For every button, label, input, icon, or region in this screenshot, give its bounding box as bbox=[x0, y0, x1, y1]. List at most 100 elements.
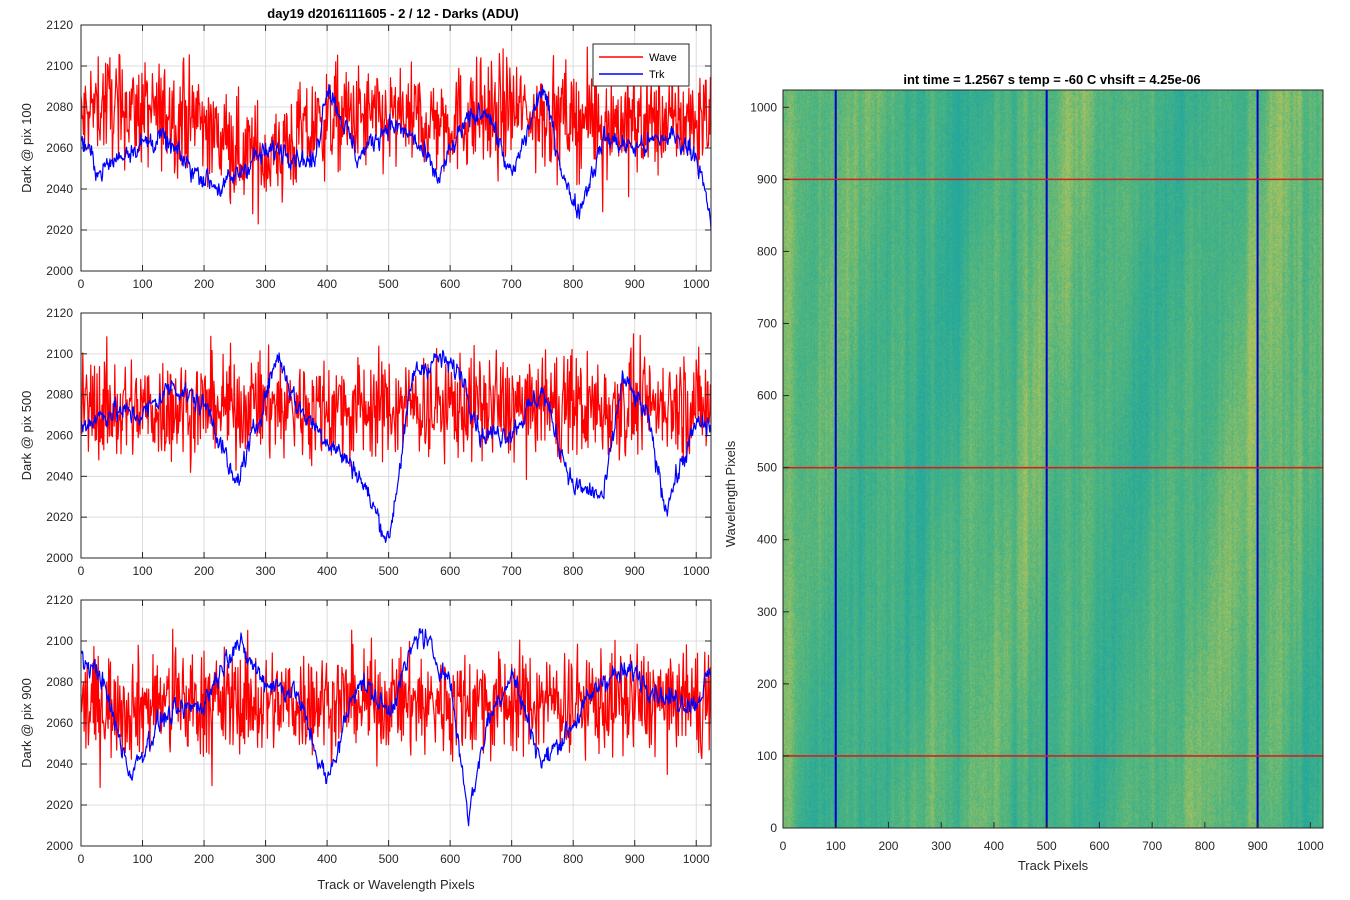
y-tick-label: 2060 bbox=[46, 429, 73, 443]
y-tick-label: 2000 bbox=[46, 551, 73, 565]
y-tick-label: 2060 bbox=[46, 141, 73, 155]
x-tick-label: 300 bbox=[256, 852, 276, 866]
legend-label-wave: Wave bbox=[649, 52, 677, 64]
x-tick-label: 600 bbox=[440, 564, 460, 578]
x-tick-label: 700 bbox=[1142, 839, 1162, 853]
x-tick-label: 300 bbox=[931, 839, 951, 853]
y-tick-label: 2120 bbox=[46, 306, 73, 320]
y-tick-label: 400 bbox=[757, 533, 777, 547]
x-tick-label: 0 bbox=[78, 852, 85, 866]
x-tick-label: 0 bbox=[78, 564, 85, 578]
y-tick-label: 300 bbox=[757, 605, 777, 619]
x-tick-label: 700 bbox=[502, 852, 522, 866]
line-plot-pix-100: 0 100 200 300 400 500 600 700 800 900 1000 2000 2020… bbox=[19, 18, 712, 291]
x-tick-label: 400 bbox=[317, 564, 337, 578]
y-tick-label: 2100 bbox=[46, 634, 73, 648]
x-tick-label: 100 bbox=[133, 564, 153, 578]
x-tick-label: 1000 bbox=[1297, 839, 1324, 853]
y-axis-label: Dark @ pix 100 bbox=[19, 103, 34, 193]
x-tick-label: 800 bbox=[1195, 839, 1215, 853]
heatmap-image bbox=[783, 90, 1323, 828]
x-tick-label: 0 bbox=[78, 277, 85, 291]
y-tick-label: 2000 bbox=[46, 264, 73, 278]
left-figure-title: day19 d2016111605 - 2 / 12 - Darks (ADU) bbox=[267, 6, 518, 21]
heatmap-axes-box bbox=[782, 89, 1324, 829]
series-trk-line bbox=[80, 349, 712, 544]
series-trk-line bbox=[80, 627, 712, 827]
series-wave-line bbox=[80, 628, 712, 789]
y-tick-label: 2000 bbox=[46, 839, 73, 853]
y-tick-label: 2020 bbox=[46, 798, 73, 812]
x-tick-label: 800 bbox=[563, 564, 583, 578]
x-tick-label: 500 bbox=[1037, 839, 1057, 853]
x-tick-label: 400 bbox=[984, 839, 1004, 853]
series-wave-line bbox=[80, 46, 712, 225]
y-axis-label: Dark @ pix 900 bbox=[19, 678, 34, 768]
y-tick-label: 2080 bbox=[46, 100, 73, 114]
x-tick-label: 0 bbox=[780, 839, 787, 853]
x-tick-label: 200 bbox=[878, 839, 898, 853]
x-tick-label: 600 bbox=[440, 277, 460, 291]
series-trk-line bbox=[80, 83, 712, 230]
legend-box bbox=[592, 43, 690, 87]
x-tick-label: 400 bbox=[317, 277, 337, 291]
y-tick-label: 800 bbox=[757, 244, 777, 258]
y-tick-label: 0 bbox=[770, 821, 777, 835]
y-axis-label: Dark @ pix 500 bbox=[19, 391, 34, 481]
dark-frame-heatmap: 0 100 200 300 400 500 600 700 800 900 1000 0 100 200 3… bbox=[723, 89, 1324, 873]
x-tick-label: 900 bbox=[625, 277, 645, 291]
y-tick-label: 2100 bbox=[46, 59, 73, 73]
x-tick-label: 200 bbox=[194, 564, 214, 578]
y-tick-label: 200 bbox=[757, 677, 777, 691]
x-tick-label: 1000 bbox=[683, 564, 710, 578]
y-tick-label: 2060 bbox=[46, 716, 73, 730]
x-axis-label: Track Pixels bbox=[1018, 858, 1089, 873]
x-tick-label: 700 bbox=[502, 277, 522, 291]
y-tick-label: 2040 bbox=[46, 182, 73, 196]
x-tick-label: 100 bbox=[826, 839, 846, 853]
x-tick-label: 900 bbox=[625, 564, 645, 578]
x-tick-label: 1000 bbox=[683, 852, 710, 866]
x-tick-label: 800 bbox=[563, 852, 583, 866]
y-tick-label: 2040 bbox=[46, 757, 73, 771]
line-plot-pix-900: 0 100 200 300 400 500 600 700 800 900 1000 2000 2020… bbox=[19, 593, 712, 892]
y-tick-label: 600 bbox=[757, 389, 777, 403]
y-tick-label: 2120 bbox=[46, 18, 73, 32]
y-tick-label: 2020 bbox=[46, 223, 73, 237]
series-wave-line bbox=[80, 333, 712, 480]
x-tick-label: 700 bbox=[502, 564, 522, 578]
x-tick-label: 900 bbox=[1248, 839, 1268, 853]
x-axis-label: Track or Wavelength Pixels bbox=[317, 877, 475, 892]
right-figure-title: int time = 1.2567 s temp = -60 C vhsift … bbox=[903, 72, 1200, 87]
y-tick-label: 500 bbox=[757, 461, 777, 475]
x-tick-label: 200 bbox=[194, 852, 214, 866]
x-tick-label: 200 bbox=[194, 277, 214, 291]
y-tick-label: 2020 bbox=[46, 510, 73, 524]
y-axis-label: Wavelength Pixels bbox=[723, 440, 738, 547]
y-tick-label: 2100 bbox=[46, 347, 73, 361]
x-tick-label: 500 bbox=[379, 564, 399, 578]
line-plot-pix-500: 0 100 200 300 400 500 600 700 800 900 1000 2000 2020… bbox=[19, 306, 712, 578]
x-tick-label: 400 bbox=[317, 852, 337, 866]
legend-label-trk: Trk bbox=[649, 69, 665, 81]
y-tick-label: 1000 bbox=[750, 100, 777, 114]
x-tick-label: 1000 bbox=[683, 277, 710, 291]
y-tick-label: 100 bbox=[757, 749, 777, 763]
x-tick-label: 100 bbox=[133, 277, 153, 291]
x-tick-label: 600 bbox=[440, 852, 460, 866]
x-tick-label: 500 bbox=[379, 277, 399, 291]
y-tick-label: 2080 bbox=[46, 388, 73, 402]
y-tick-label: 2080 bbox=[46, 675, 73, 689]
y-tick-label: 700 bbox=[757, 317, 777, 331]
y-tick-label: 2120 bbox=[46, 593, 73, 607]
x-tick-label: 300 bbox=[256, 564, 276, 578]
x-tick-label: 800 bbox=[563, 277, 583, 291]
x-tick-label: 900 bbox=[625, 852, 645, 866]
x-tick-label: 600 bbox=[1089, 839, 1109, 853]
y-tick-label: 900 bbox=[757, 172, 777, 186]
x-tick-label: 100 bbox=[133, 852, 153, 866]
x-tick-label: 500 bbox=[379, 852, 399, 866]
x-tick-label: 300 bbox=[256, 277, 276, 291]
y-tick-label: 2040 bbox=[46, 469, 73, 483]
